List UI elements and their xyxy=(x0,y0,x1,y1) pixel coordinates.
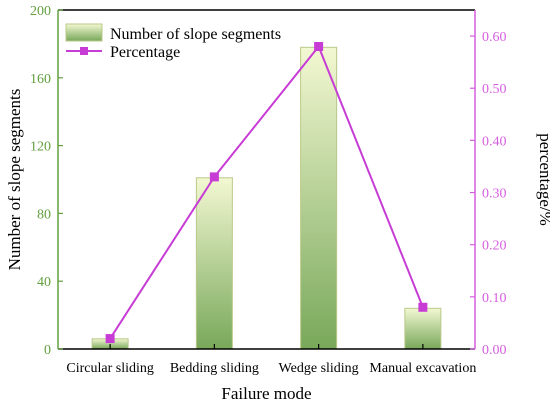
bar xyxy=(195,177,233,350)
y-tick-label-right: 0.30 xyxy=(482,187,507,202)
y-tick-label-right: 0.00 xyxy=(482,343,507,358)
line-point xyxy=(314,42,324,52)
y-tick-label-right: 0.60 xyxy=(482,30,507,45)
y-tick-label-left: 120 xyxy=(30,140,51,155)
y-tick-label-left: 40 xyxy=(37,275,51,290)
bar xyxy=(404,307,442,350)
line-point xyxy=(209,172,219,182)
percentage-line xyxy=(109,44,424,340)
legend-swatch-bar xyxy=(65,23,103,42)
legend-swatch-marker xyxy=(80,47,88,55)
y-tick-label-right: 0.20 xyxy=(482,239,507,254)
y-axis-title-left: Number of slope segments xyxy=(5,89,24,271)
y-axis-title-right: percentage/% xyxy=(536,133,550,226)
x-tick-label: Manual excavation xyxy=(369,361,476,376)
x-tick-label: Wedge sliding xyxy=(279,361,359,376)
line-point xyxy=(418,302,428,312)
y-tick-label-right: 0.10 xyxy=(482,291,507,306)
y-tick-label-left: 200 xyxy=(30,4,51,19)
line-point xyxy=(105,334,115,344)
legend-label-line: Percentage xyxy=(110,44,180,61)
axes: 0 40 80 120 160 200 0.00 0.10 0.20 0.30 0.40 0.50 0.… xyxy=(30,4,507,376)
y-tick-label-right: 0.40 xyxy=(482,134,507,149)
y-tick-label-right: 0.50 xyxy=(482,82,507,97)
x-axis-title: Failure mode xyxy=(221,384,311,403)
x-tick-label: Circular sliding xyxy=(66,361,154,376)
y-tick-label-left: 0 xyxy=(44,343,51,358)
plot-area xyxy=(91,42,442,350)
legend-label-bar: Number of slope segments xyxy=(110,26,281,43)
bar xyxy=(300,46,338,350)
y-tick-label-left: 80 xyxy=(37,207,51,222)
y-tick-label-left: 160 xyxy=(30,72,51,87)
x-tick-label: Bedding sliding xyxy=(170,361,259,376)
